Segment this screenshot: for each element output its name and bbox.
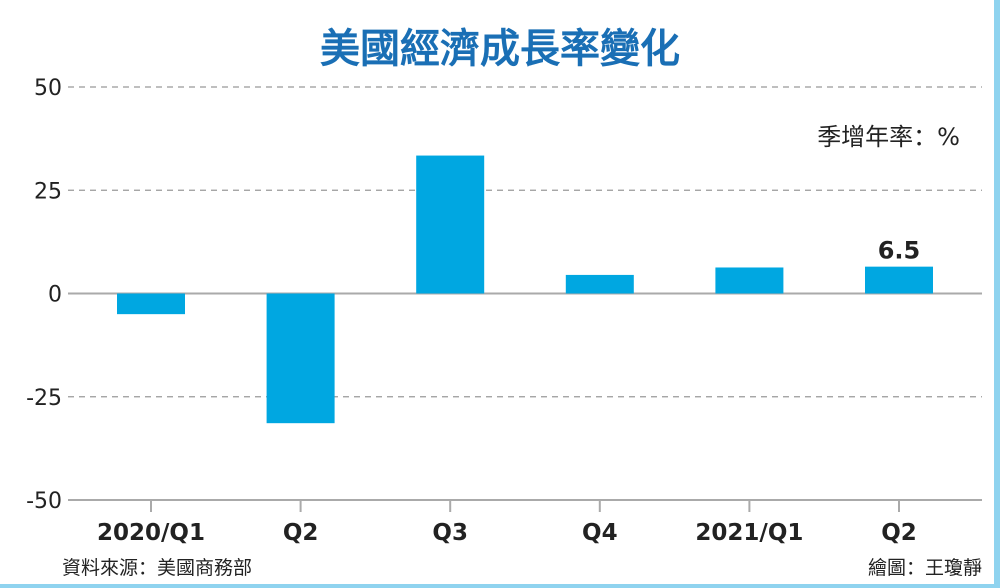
y-tick-label: 50: [34, 76, 62, 101]
x-tick-label: Q2: [283, 520, 319, 546]
frame-border-bottom: [0, 584, 1000, 588]
x-tick-label: Q3: [432, 520, 468, 546]
y-tick-label: -50: [26, 489, 62, 514]
bar: [865, 266, 933, 294]
data-label: 6.5: [878, 237, 921, 265]
unit-label: 季增年率：%: [817, 123, 960, 151]
source-note: 資料來源：美國商務部: [62, 557, 252, 579]
y-tick-label: 0: [48, 283, 62, 308]
frame-border: [994, 0, 1000, 588]
x-tick-label: Q2: [881, 520, 917, 546]
bar: [266, 293, 335, 424]
credit-note: 繪圖：王瓊靜: [868, 557, 982, 579]
y-tick-label: 25: [34, 179, 62, 204]
bar: [416, 155, 485, 294]
x-tick-label: 2020/Q1: [97, 520, 205, 546]
chart-title: 美國經濟成長率變化: [320, 26, 680, 72]
x-tick-label: 2021/Q1: [695, 520, 803, 546]
bar: [117, 293, 185, 315]
bar: [715, 267, 784, 294]
bar: [565, 274, 634, 294]
x-tick-label: Q4: [582, 520, 618, 546]
y-tick-label: -25: [26, 386, 62, 411]
